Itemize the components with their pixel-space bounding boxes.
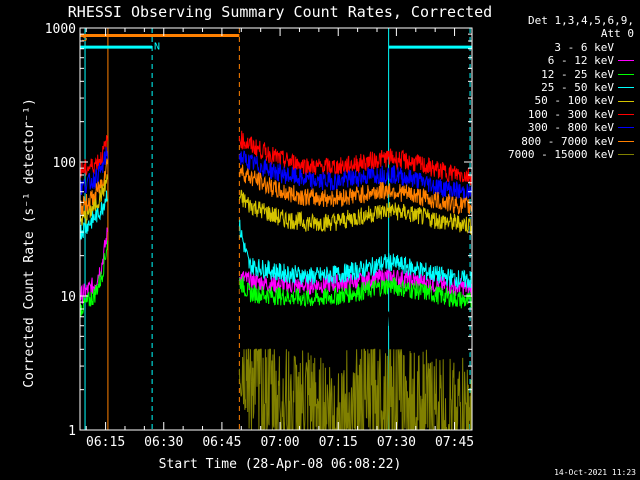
series-line-7000-15000-kev-seg1 xyxy=(238,348,472,430)
legend-entry: 6 - 12 keV xyxy=(482,54,634,67)
legend-swatch xyxy=(618,154,634,156)
legend-header-line-2: Att 0 xyxy=(600,27,634,41)
legend-swatch xyxy=(618,87,634,89)
legend-entry-label: 100 - 300 keV xyxy=(527,107,614,121)
legend-entry: 12 - 25 keV xyxy=(482,68,634,81)
legend: Det 1,3,4,5,6,9, Att 0 3 - 6 keV 6 - 12 k… xyxy=(482,14,634,161)
x-axis-label: Start Time (28-Apr-08 06:08:22) xyxy=(159,457,402,472)
legend-entry: 300 - 800 keV xyxy=(482,121,634,134)
legend-entry-label: 25 - 50 keV xyxy=(541,81,614,95)
legend-entry-label: 12 - 25 keV xyxy=(541,67,614,81)
timestamp-footer: 14-Oct-2021 11:23 xyxy=(554,468,636,477)
y-tick-label-10: 10 xyxy=(60,290,76,305)
x-tick-label-0730: 07:30 xyxy=(377,435,416,450)
x-tick-label-0700: 07:00 xyxy=(261,435,300,450)
series-line-25-50-kev-seg0 xyxy=(80,190,108,241)
legend-swatch xyxy=(618,73,634,75)
series-line-800-7000-kev-seg0 xyxy=(80,158,108,216)
legend-entry: 7000 - 15000 keV xyxy=(482,148,634,161)
legend-swatch xyxy=(618,60,634,62)
legend-entry: 3 - 6 keV xyxy=(482,41,634,54)
series-line-300-800-kev-seg1 xyxy=(238,150,472,202)
series-line-50-100-kev-seg0 xyxy=(80,174,108,226)
legend-entry: 50 - 100 keV xyxy=(482,94,634,107)
legend-entry: 100 - 300 keV xyxy=(482,108,634,121)
series-line-50-100-kev-seg1 xyxy=(238,189,472,236)
series-line-300-800-kev-seg0 xyxy=(80,147,108,197)
legend-entry-label: 800 - 7000 keV xyxy=(521,134,614,148)
legend-swatch xyxy=(618,114,634,116)
y-tick-label-100: 100 xyxy=(53,156,76,171)
y-axis-label: Corrected Count Rate (s⁻¹ detector⁻¹) xyxy=(22,98,37,388)
y-tick-label-1000: 1000 xyxy=(45,22,76,37)
legend-swatch xyxy=(618,100,634,102)
legend-entry-label: 3 - 6 keV xyxy=(554,40,614,54)
legend-entry-label: 7000 - 15000 keV xyxy=(508,148,614,162)
series-line-12-25-kev-seg0 xyxy=(80,240,108,317)
flag-label-s: S xyxy=(82,33,88,44)
legend-swatch xyxy=(618,140,634,142)
legend-header-line-1: Det 1,3,4,5,6,9, xyxy=(528,14,634,27)
series-line-6-12-kev-seg0 xyxy=(80,227,108,304)
plot-frame xyxy=(79,27,473,431)
x-tick-label-0745: 07:45 xyxy=(435,435,474,450)
legend-swatch xyxy=(618,47,634,49)
legend-entry-label: 300 - 800 keV xyxy=(527,121,614,135)
flag-label-n: N xyxy=(154,42,160,53)
legend-entry-label: 6 - 12 keV xyxy=(547,54,614,68)
series-line-25-50-kev-seg1 xyxy=(238,219,472,290)
x-tick-label-0615: 06:15 xyxy=(86,435,125,450)
series-line-100-300-kev-seg1 xyxy=(238,130,472,186)
y-tick-label-1: 1 xyxy=(68,424,76,439)
x-tick-label-0645: 06:45 xyxy=(202,435,241,450)
x-tick-label-0630: 06:30 xyxy=(144,435,183,450)
legend-entry: 25 - 50 keV xyxy=(482,81,634,94)
legend-entry: 800 - 7000 keV xyxy=(482,135,634,148)
x-tick-label-0715: 07:15 xyxy=(319,435,358,450)
chart-title: RHESSI Observing Summary Count Rates, Co… xyxy=(68,3,492,21)
series-line-12-25-kev-seg1 xyxy=(239,276,472,309)
series-line-800-7000-kev-seg1 xyxy=(238,164,472,215)
legend-swatch xyxy=(618,127,634,129)
legend-entry-label: 50 - 100 keV xyxy=(534,94,614,108)
series-line-3-6-kev-seg1 xyxy=(238,277,472,357)
plot-area: S N 1 10 100 1000 06:15 06:30 06:45 07:00 07:15 07:… xyxy=(45,22,474,450)
